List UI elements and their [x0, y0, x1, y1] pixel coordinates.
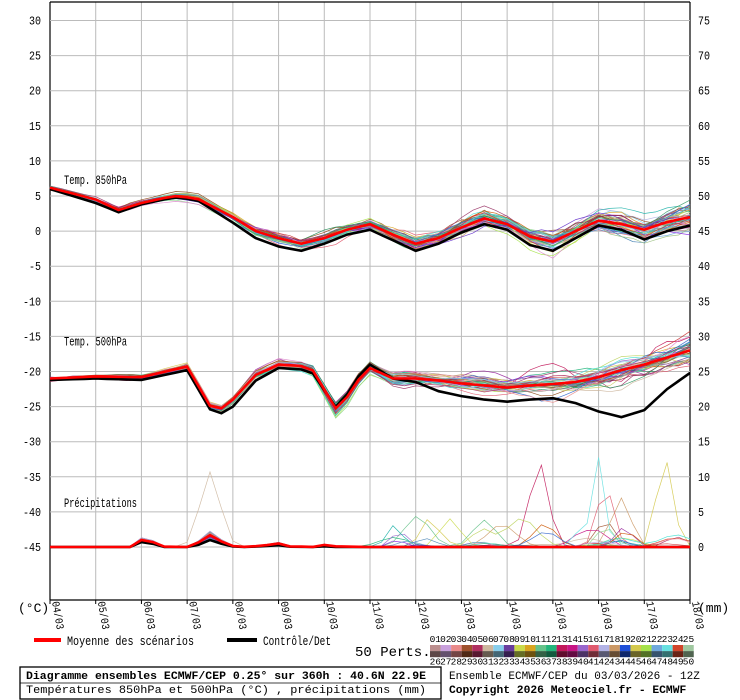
svg-text:-20: -20 [23, 366, 41, 380]
svg-text:10: 10 [29, 155, 41, 169]
svg-text:-30: -30 [23, 436, 41, 450]
svg-text:0: 0 [698, 541, 704, 555]
svg-text:35: 35 [698, 295, 710, 309]
svg-text:60: 60 [698, 120, 710, 134]
svg-text:Temp. 500hPa: Temp. 500hPa [64, 335, 127, 350]
svg-text:40: 40 [698, 260, 710, 274]
svg-text:25: 25 [698, 366, 710, 380]
svg-text:20: 20 [29, 85, 41, 99]
svg-text:-25: -25 [23, 401, 41, 415]
svg-text:75: 75 [698, 15, 710, 29]
svg-text:-45: -45 [23, 541, 41, 555]
svg-text:Temp. 850hPa: Temp. 850hPa [64, 173, 127, 188]
svg-text:55: 55 [698, 155, 710, 169]
svg-text:-35: -35 [23, 471, 41, 485]
svg-text:(°C): (°C) [18, 601, 49, 616]
svg-text:0: 0 [35, 225, 41, 239]
svg-text:Températures 850hPa et 500hPa: Températures 850hPa et 500hPa (°C) , pré… [26, 685, 426, 697]
svg-text:-15: -15 [23, 330, 41, 344]
svg-text:25: 25 [29, 50, 41, 64]
svg-text:-5: -5 [29, 260, 41, 274]
svg-text:Précipitations: Précipitations [64, 496, 137, 511]
svg-text:(mm): (mm) [698, 601, 729, 616]
svg-text:15: 15 [29, 120, 41, 134]
svg-text:20: 20 [698, 401, 710, 415]
svg-text:15: 15 [698, 436, 710, 450]
svg-text:Copyright 2026 Meteociel.fr -: Copyright 2026 Meteociel.fr - ECMWF [449, 685, 686, 697]
svg-text:-40: -40 [23, 506, 41, 520]
svg-text:50: 50 [698, 190, 710, 204]
svg-text:30: 30 [698, 330, 710, 344]
svg-text:-10: -10 [23, 295, 41, 309]
svg-text:65: 65 [698, 85, 710, 99]
svg-text:25: 25 [683, 634, 695, 645]
svg-text:70: 70 [698, 50, 710, 64]
svg-text:50: 50 [683, 657, 695, 668]
svg-text:Diagramme ensembles ECMWF/CEP: Diagramme ensembles ECMWF/CEP 0.25° sur … [26, 671, 426, 683]
svg-text:45: 45 [698, 225, 710, 239]
svg-text:30: 30 [29, 15, 41, 29]
svg-text:Contrôle/Det: Contrôle/Det [263, 634, 331, 649]
svg-text:Ensemble ECMWF/CEP du 03/03/20: Ensemble ECMWF/CEP du 03/03/2026 - 12Z [449, 671, 700, 683]
svg-text:5: 5 [35, 190, 41, 204]
svg-text:10: 10 [698, 471, 710, 485]
svg-text:Moyenne des scénarios: Moyenne des scénarios [67, 634, 194, 649]
svg-text:5: 5 [698, 506, 704, 520]
svg-text:50 Perts.: 50 Perts. [355, 645, 431, 661]
